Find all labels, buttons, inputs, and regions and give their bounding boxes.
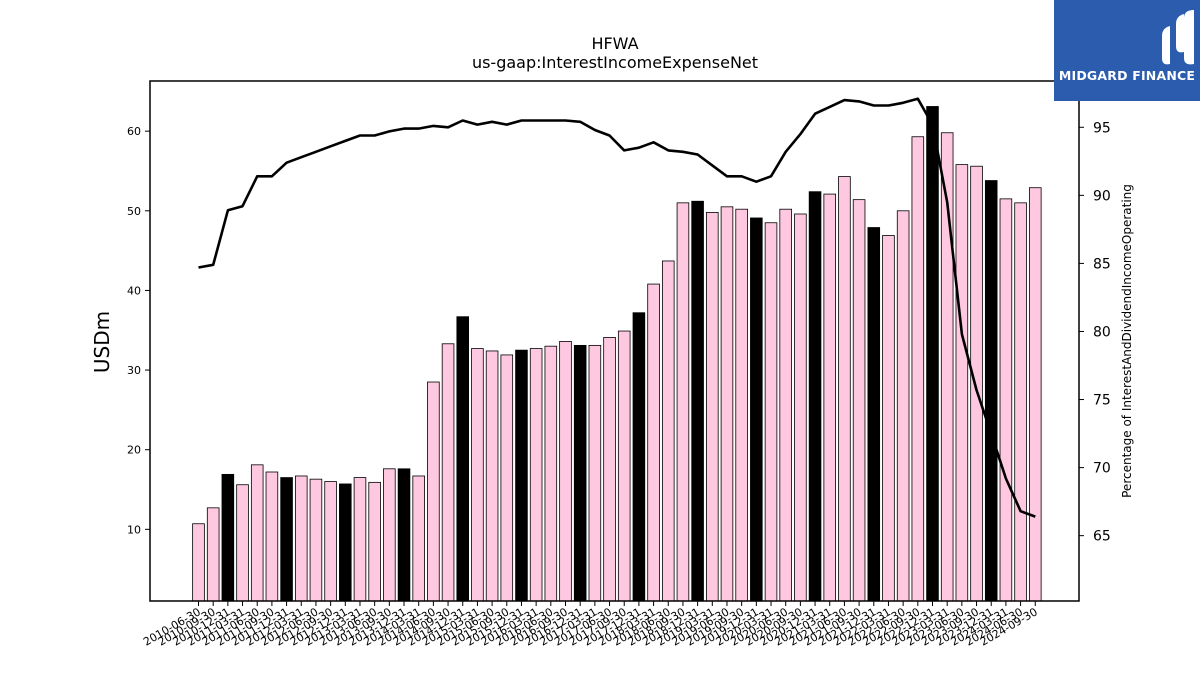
bar	[882, 235, 895, 602]
bar	[412, 475, 425, 602]
bar	[764, 222, 778, 602]
bar	[471, 348, 484, 602]
bar	[221, 473, 235, 602]
y-tick-label: 20	[127, 444, 141, 457]
bar	[485, 350, 499, 602]
bar	[368, 481, 381, 602]
y2-tick-label: 85	[1093, 256, 1111, 272]
bar	[999, 198, 1013, 602]
brand-name: MIDGARD FINANCE	[1058, 68, 1196, 83]
y-tick-label: 40	[127, 284, 141, 297]
bar	[206, 507, 220, 602]
y2-tick-label: 70	[1093, 461, 1111, 477]
bar	[456, 316, 470, 602]
bar	[617, 330, 631, 602]
bar	[265, 471, 279, 602]
bar	[324, 481, 337, 602]
y-tick-label: 10	[127, 523, 141, 536]
bar	[838, 176, 851, 602]
bar	[339, 483, 352, 602]
bar	[808, 191, 822, 602]
bar	[823, 193, 837, 602]
y2-axis-label: Percentage of InterestAndDividendIncomeO…	[1120, 184, 1134, 498]
midgard-logo-icon	[1162, 10, 1194, 65]
y2-tick-label: 75	[1093, 393, 1111, 409]
bar	[573, 344, 587, 602]
y-tick-label: 30	[127, 364, 141, 377]
bar	[676, 202, 690, 602]
bar	[896, 210, 910, 602]
bar	[309, 478, 323, 602]
bar	[970, 165, 983, 602]
y2-tick-label: 95	[1093, 120, 1111, 136]
bar	[236, 484, 249, 602]
chart-title: HFWA	[591, 34, 638, 53]
bar	[280, 477, 293, 602]
bar	[632, 312, 646, 602]
bar	[383, 468, 396, 602]
bar	[852, 199, 866, 602]
y-tick-label: 60	[127, 125, 141, 138]
bar	[750, 217, 763, 602]
y-axis: 10 20 30 40 50 60	[127, 125, 150, 536]
bar	[588, 344, 602, 602]
bar	[559, 340, 572, 602]
brand-logo: MIDGARD FINANCE	[1054, 0, 1200, 101]
bar	[867, 227, 881, 602]
bar	[603, 337, 616, 602]
bar	[735, 208, 748, 602]
chart-subtitle: us-gaap:InterestIncomeExpenseNet	[472, 53, 758, 72]
bar	[661, 260, 675, 602]
bar	[955, 164, 969, 602]
bar	[192, 523, 205, 602]
bar	[911, 136, 925, 602]
bar	[500, 354, 514, 602]
bar	[779, 208, 792, 602]
bar	[647, 283, 660, 602]
bar	[691, 200, 704, 602]
plot-frame	[149, 80, 1080, 602]
y2-tick-label: 65	[1093, 529, 1111, 545]
series-line	[198, 97, 1036, 518]
bar	[1028, 187, 1042, 602]
bar	[1014, 202, 1027, 602]
bar	[250, 464, 264, 602]
bar	[353, 477, 367, 602]
bar	[544, 345, 558, 602]
y2-axis: 65 70 75 80 85 90 95	[1079, 120, 1111, 545]
x-axis: 2010-06-302010-09-302010-12-312011-03-31…	[141, 601, 1040, 649]
bar	[706, 211, 719, 602]
bar	[294, 475, 308, 602]
bar	[441, 343, 455, 602]
y2-tick-label: 80	[1093, 324, 1111, 340]
bar	[794, 213, 807, 602]
bars-layer	[192, 106, 1042, 602]
bar	[926, 106, 939, 602]
bar	[529, 348, 543, 602]
y-axis-label: USDm	[90, 311, 114, 373]
y-tick-label: 50	[127, 205, 141, 218]
bar	[515, 349, 528, 602]
bar	[720, 206, 734, 602]
y2-tick-label: 90	[1093, 188, 1111, 204]
bar	[397, 468, 411, 602]
bar	[984, 180, 998, 602]
bar	[427, 381, 440, 602]
